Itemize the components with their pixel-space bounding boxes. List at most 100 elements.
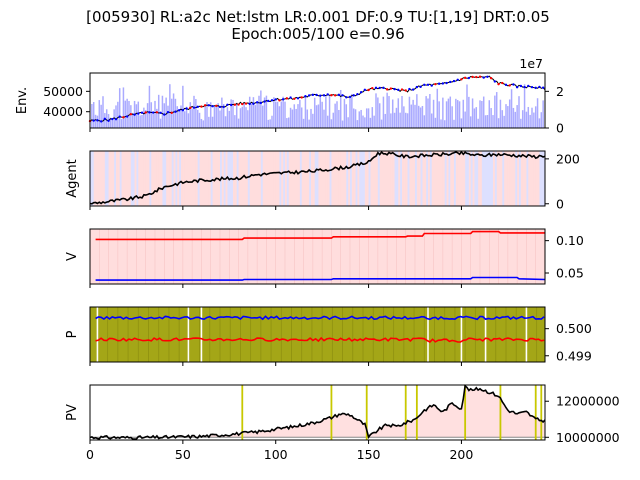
action-marker bbox=[426, 83, 430, 87]
y-tick-label: 0.05 bbox=[556, 266, 584, 281]
volume-bar bbox=[274, 101, 277, 128]
action-band bbox=[244, 151, 247, 206]
volume-bar bbox=[456, 100, 459, 128]
volume-bar bbox=[193, 95, 195, 128]
action-band bbox=[162, 151, 165, 206]
volume-bar bbox=[247, 110, 249, 128]
action-band bbox=[389, 151, 392, 206]
action-band bbox=[298, 151, 301, 206]
volume-bar bbox=[521, 110, 524, 128]
action-marker bbox=[244, 102, 248, 105]
action-band bbox=[184, 151, 187, 206]
action-band bbox=[357, 151, 360, 206]
volume-bar bbox=[430, 113, 433, 128]
action-band bbox=[429, 151, 433, 206]
action-band bbox=[171, 151, 174, 206]
action-band bbox=[353, 151, 356, 206]
action-band bbox=[255, 151, 258, 206]
volume-bar bbox=[512, 107, 515, 128]
action-marker bbox=[229, 103, 233, 107]
action-band bbox=[155, 151, 158, 206]
volume-bar bbox=[139, 115, 141, 128]
volume-bar bbox=[464, 111, 466, 128]
y-axis-label: Env. bbox=[15, 87, 30, 114]
volume-bar bbox=[410, 104, 413, 128]
volume-bar bbox=[393, 112, 396, 128]
action-marker bbox=[378, 86, 381, 90]
action-marker bbox=[203, 104, 207, 107]
x-tick-label: 0 bbox=[86, 447, 94, 462]
y-axis-label: P bbox=[65, 330, 80, 338]
volume-bar bbox=[354, 109, 357, 128]
action-band bbox=[130, 151, 134, 206]
action-marker bbox=[460, 78, 463, 81]
action-marker bbox=[333, 94, 337, 97]
action-band bbox=[454, 151, 457, 206]
volume-bar bbox=[263, 97, 266, 128]
action-band bbox=[543, 151, 546, 206]
action-marker bbox=[129, 113, 133, 116]
action-band bbox=[418, 151, 421, 206]
y-axis-label: Agent bbox=[65, 159, 80, 197]
action-marker bbox=[122, 116, 125, 119]
y-tick-label: 0.10 bbox=[556, 233, 584, 248]
action-marker bbox=[125, 115, 129, 118]
action-marker bbox=[452, 79, 456, 83]
action-marker bbox=[393, 87, 396, 91]
volume-bar bbox=[436, 88, 439, 128]
volume-bar bbox=[232, 99, 234, 128]
action-marker bbox=[423, 83, 426, 86]
action-marker bbox=[449, 80, 452, 84]
action-band bbox=[366, 151, 369, 206]
volume-bar bbox=[395, 107, 398, 128]
volume-bar bbox=[250, 103, 253, 128]
action-band bbox=[303, 151, 306, 206]
volume-bar bbox=[243, 103, 245, 128]
action-band bbox=[530, 151, 533, 206]
volume-bar bbox=[241, 106, 244, 128]
action-band bbox=[294, 151, 297, 206]
action-band bbox=[327, 151, 330, 206]
action-marker bbox=[281, 98, 285, 101]
volume-bar bbox=[315, 105, 318, 128]
action-band bbox=[489, 151, 492, 206]
volume-bar bbox=[371, 107, 374, 128]
action-band bbox=[91, 151, 95, 206]
volume-bar bbox=[434, 117, 437, 128]
action-band bbox=[390, 151, 394, 206]
action-band bbox=[483, 151, 486, 206]
action-band bbox=[350, 151, 353, 206]
action-band bbox=[467, 151, 470, 206]
volume-bar bbox=[373, 115, 375, 128]
volume-bar bbox=[156, 108, 158, 128]
action-marker bbox=[374, 86, 378, 90]
volume-bar bbox=[503, 115, 505, 128]
action-band bbox=[322, 151, 325, 206]
action-band bbox=[197, 151, 200, 206]
action-band bbox=[463, 151, 466, 206]
volume-bar bbox=[189, 102, 192, 128]
action-band bbox=[177, 151, 180, 206]
right-y-tick-label: 2 bbox=[556, 84, 564, 99]
action-marker bbox=[189, 106, 192, 110]
volume-bar bbox=[384, 113, 387, 128]
action-marker bbox=[445, 81, 448, 85]
volume-bar bbox=[531, 107, 533, 128]
volume-bar bbox=[349, 96, 351, 128]
action-marker bbox=[137, 112, 140, 115]
action-band bbox=[392, 151, 395, 206]
volume-bar bbox=[174, 98, 177, 128]
volume-bar bbox=[375, 93, 377, 128]
action-marker bbox=[278, 99, 281, 102]
action-band bbox=[480, 151, 483, 206]
action-band bbox=[182, 151, 186, 206]
action-band bbox=[513, 151, 516, 206]
volume-bar bbox=[443, 120, 446, 128]
volume-bar bbox=[510, 89, 513, 128]
action-band bbox=[377, 151, 381, 206]
action-band bbox=[537, 151, 540, 206]
action-band bbox=[405, 151, 408, 206]
volume-bar bbox=[313, 97, 316, 128]
action-band bbox=[442, 151, 446, 206]
action-band bbox=[129, 151, 132, 206]
